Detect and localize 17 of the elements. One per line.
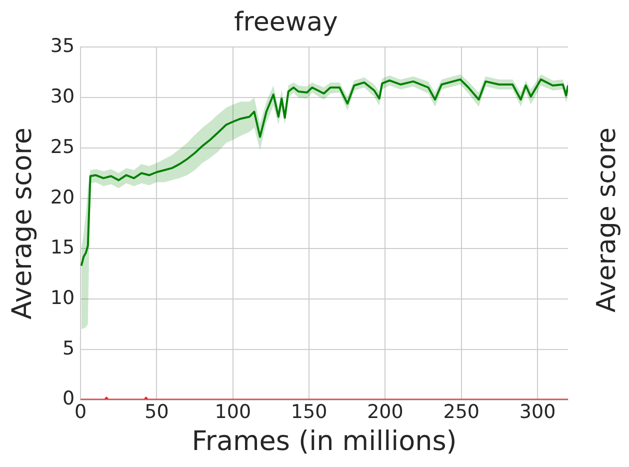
y-tick-label: 10 [50,286,75,309]
x-tick-label: 200 [367,401,404,424]
y-tick-label: 30 [50,86,75,108]
x-tick-label: 150 [290,401,328,424]
y-tick-label: 35 [50,35,75,58]
text: Average score [592,128,622,312]
y-tick-label: 15 [50,236,75,259]
y-axis-title: Average score [7,127,38,320]
y-tick-label: 20 [50,186,75,208]
x-tick-label: 250 [443,401,480,424]
x-tick-label: 100 [214,401,252,424]
x-tick-label: 50 [144,401,169,424]
x-tick-label: 300 [519,401,556,424]
y-tick-label: 5 [62,337,75,360]
x-axis-title: Frames (in millions) [192,426,457,457]
y-tick-label: 25 [50,136,75,158]
chart-title: freeway [234,7,338,38]
